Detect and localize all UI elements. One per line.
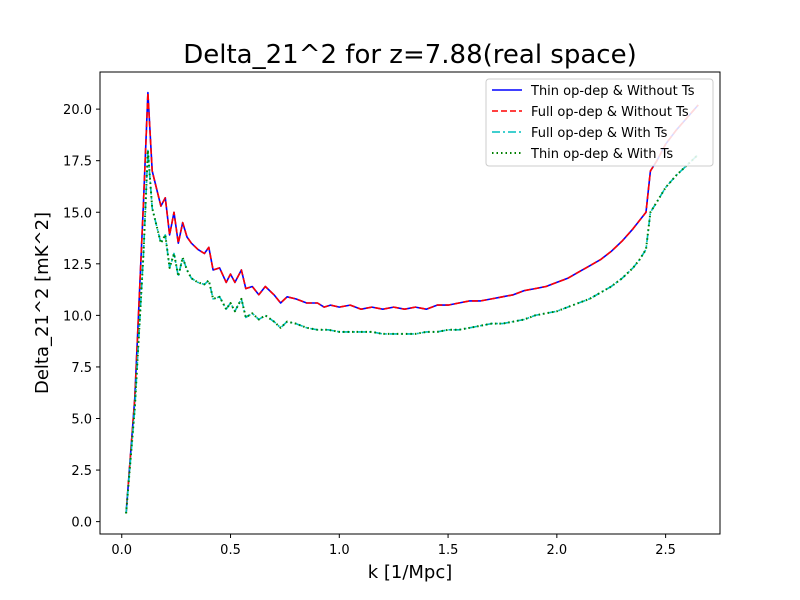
series-line-2: [125, 91, 699, 514]
chart-title: Delta_21^2 for z=7.88(real space): [183, 40, 636, 70]
legend-label-4: Thin op-dep & With Ts: [530, 147, 673, 162]
y-axis: 0.0 2.5 5.0 7.5 10.0 12.5 15.0 17.5 20.0: [63, 103, 100, 531]
y-tick-label: 5.0: [71, 413, 92, 428]
y-tick-label: 12.5: [63, 258, 92, 273]
y-tick-label: 2.5: [71, 464, 92, 479]
y-axis-label: Delta_21^2 [mK^2]: [32, 212, 53, 394]
y-tick-label: 17.5: [63, 155, 92, 170]
y-tick-label: 15.0: [63, 206, 92, 221]
legend-box: [485, 78, 714, 167]
series-line-3: [125, 149, 699, 514]
x-axis: 0.0 0.5 1.0 1.5 2.0 2.5: [111, 534, 676, 558]
y-tick-label: 7.5: [71, 361, 92, 376]
x-tick-label: 1.5: [438, 543, 459, 558]
series-layer: [125, 91, 699, 514]
x-tick-label: 0.0: [111, 543, 132, 558]
legend: Thin op-dep & Without Ts Full op-dep & Wi…: [485, 78, 714, 167]
x-tick-label: 0.5: [220, 543, 241, 558]
x-axis-label: k [1/Mpc]: [368, 562, 453, 583]
x-tick-label: 2.0: [546, 543, 567, 558]
legend-label-3: Full op-dep & With Ts: [531, 126, 668, 141]
y-tick-label: 10.0: [63, 309, 92, 324]
legend-label-2: Full op-dep & Without Ts: [531, 105, 689, 120]
legend-label-1: Thin op-dep & Without Ts: [530, 84, 695, 99]
y-tick-label: 0.0: [71, 516, 92, 531]
x-tick-label: 1.0: [329, 543, 350, 558]
x-tick-label: 2.5: [655, 543, 676, 558]
y-tick-label: 20.0: [63, 103, 92, 118]
plot-frame: [99, 71, 721, 535]
